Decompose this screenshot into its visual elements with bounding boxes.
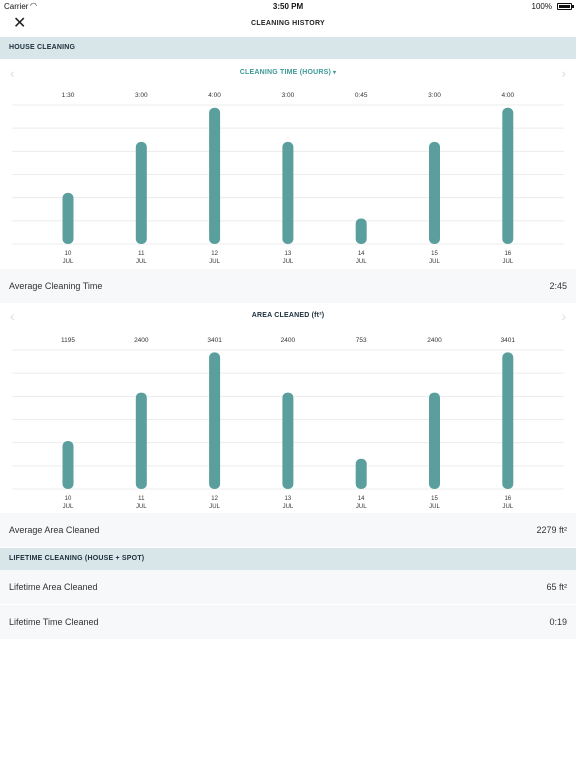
chevron-down-icon: ▾ xyxy=(333,70,337,76)
x-tick-month-label: JUL xyxy=(502,504,513,510)
chart-title-time[interactable]: CLEANING TIME (HOURS) ▾ xyxy=(0,69,576,76)
area-bar-chart: 1195 10 JUL 2400 11 JUL 3401 12 JUL 2400 13 JUL 753 1… xyxy=(12,337,564,510)
lifetime-area-row: Lifetime Area Cleaned 65 ft² xyxy=(0,570,576,604)
lifetime-area-label: Lifetime Area Cleaned xyxy=(9,582,98,592)
x-tick-day-label: 14 xyxy=(358,496,365,502)
bar-value-label: 0:45 xyxy=(355,92,368,99)
section-header-label: HOUSE CLEANING xyxy=(9,44,76,51)
chart-bar[interactable] xyxy=(355,458,367,489)
clock: 3:50 PM xyxy=(272,2,304,11)
x-tick-month-label: JUL xyxy=(429,504,440,510)
chart-bar[interactable] xyxy=(502,107,514,244)
x-tick-month-label: JUL xyxy=(356,504,367,510)
chevron-left-icon[interactable]: ‹ xyxy=(10,308,15,324)
bar-value-label: 3401 xyxy=(501,337,516,344)
chevron-left-icon[interactable]: ‹ xyxy=(10,65,15,81)
average-cleaning-time-row: Average Cleaning Time 2:45 xyxy=(0,269,576,303)
x-tick-month-label: JUL xyxy=(63,259,74,265)
battery-icon xyxy=(557,3,574,10)
bar-value-label: 2400 xyxy=(427,337,442,344)
bar-value-label: 2400 xyxy=(281,337,296,344)
lifetime-time-label: Lifetime Time Cleaned xyxy=(9,617,99,627)
close-icon[interactable]: ✕ xyxy=(13,15,27,32)
chart-bar[interactable] xyxy=(429,392,440,489)
x-tick-month-label: JUL xyxy=(429,259,440,265)
x-tick-month-label: JUL xyxy=(136,504,147,510)
x-tick-day-label: 16 xyxy=(504,496,511,502)
x-tick-month-label: JUL xyxy=(63,504,74,510)
x-tick-day-label: 12 xyxy=(211,251,218,257)
carrier-label: Carrier xyxy=(4,2,29,11)
average-cleaning-time-label: Average Cleaning Time xyxy=(9,281,103,291)
time-bar-chart: 1:30 10 JUL 3:00 11 JUL 4:00 12 JUL 3:00 13 JUL 0:45… xyxy=(12,92,564,265)
average-cleaning-time-value: 2:45 xyxy=(549,281,567,291)
x-tick-day-label: 13 xyxy=(285,496,292,502)
bar-value-label: 3401 xyxy=(207,337,222,344)
x-tick-month-label: JUL xyxy=(356,259,367,265)
x-tick-month-label: JUL xyxy=(502,259,513,265)
chart-bar[interactable] xyxy=(355,218,367,244)
wifi-icon: ◠ xyxy=(30,1,37,10)
chevron-right-icon[interactable]: › xyxy=(561,308,566,324)
x-tick-day-label: 10 xyxy=(65,496,72,502)
x-tick-day-label: 13 xyxy=(285,251,292,257)
page-title: CLEANING HISTORY xyxy=(250,20,326,27)
x-tick-day-label: 10 xyxy=(65,251,72,257)
bar-value-label: 2400 xyxy=(134,337,149,344)
lifetime-area-value: 65 ft² xyxy=(546,582,567,592)
chart-bar[interactable] xyxy=(209,107,221,244)
chart-bar[interactable] xyxy=(282,141,294,244)
chart-bar[interactable] xyxy=(502,352,514,489)
section-header-lifetime: LIFETIME CLEANING (HOUSE + SPOT) xyxy=(0,548,576,570)
x-tick-day-label: 14 xyxy=(358,251,365,257)
chart-title-area[interactable]: AREA CLEANED (ft²) xyxy=(251,312,325,319)
average-area-cleaned-label: Average Area Cleaned xyxy=(9,525,100,535)
section-header-house-cleaning: HOUSE CLEANING xyxy=(0,37,576,59)
bar-value-label: 1195 xyxy=(61,337,75,344)
chart-bar[interactable] xyxy=(209,352,221,489)
x-tick-day-label: 16 xyxy=(504,251,511,257)
battery-percent: 100% xyxy=(531,2,552,11)
chart-bar[interactable] xyxy=(429,141,440,244)
bar-value-label: 1:30 xyxy=(62,92,75,99)
chart-bar[interactable] xyxy=(62,440,74,489)
bar-value-label: 4:00 xyxy=(208,92,221,99)
bar-value-label: 3:00 xyxy=(135,92,148,99)
lifetime-time-value: 0:19 xyxy=(549,617,567,627)
section-header-label: LIFETIME CLEANING (HOUSE + SPOT) xyxy=(9,555,145,562)
average-area-cleaned-row: Average Area Cleaned 2279 ft² xyxy=(0,513,576,547)
x-tick-day-label: 11 xyxy=(138,496,145,502)
chart-bar[interactable] xyxy=(135,141,147,244)
status-bar: Carrier ◠ 3:50 PM 100% xyxy=(0,0,576,14)
x-tick-day-label: 15 xyxy=(431,251,438,257)
x-tick-month-label: JUL xyxy=(283,259,294,265)
x-tick-day-label: 12 xyxy=(211,496,218,502)
average-area-cleaned-value: 2279 ft² xyxy=(536,525,567,535)
x-tick-month-label: JUL xyxy=(283,504,294,510)
cleaning-time-chart: ‹ CLEANING TIME (HOURS) ▾ › 1:30 10 JUL 3:00… xyxy=(0,59,576,270)
area-cleaned-chart: ‹ AREA CLEANED (ft²) › 1195 10 JUL 2400 11 JU… xyxy=(0,304,576,514)
x-tick-month-label: JUL xyxy=(209,504,220,510)
x-tick-day-label: 11 xyxy=(138,251,145,257)
bar-value-label: 753 xyxy=(356,337,367,344)
chevron-right-icon[interactable]: › xyxy=(561,65,566,81)
x-tick-month-label: JUL xyxy=(209,259,220,265)
bar-value-label: 3:00 xyxy=(428,92,441,99)
chart-title-time-label: CLEANING TIME (HOURS) xyxy=(239,69,332,76)
chart-bar[interactable] xyxy=(135,392,147,489)
bar-value-label: 3:00 xyxy=(282,92,295,99)
lifetime-time-row: Lifetime Time Cleaned 0:19 xyxy=(0,605,576,639)
x-tick-day-label: 15 xyxy=(431,496,438,502)
bar-value-label: 4:00 xyxy=(501,92,514,99)
chart-bar[interactable] xyxy=(282,392,294,489)
nav-bar: ✕ CLEANING HISTORY xyxy=(0,14,576,38)
chart-bar[interactable] xyxy=(62,192,74,244)
x-tick-month-label: JUL xyxy=(136,259,147,265)
